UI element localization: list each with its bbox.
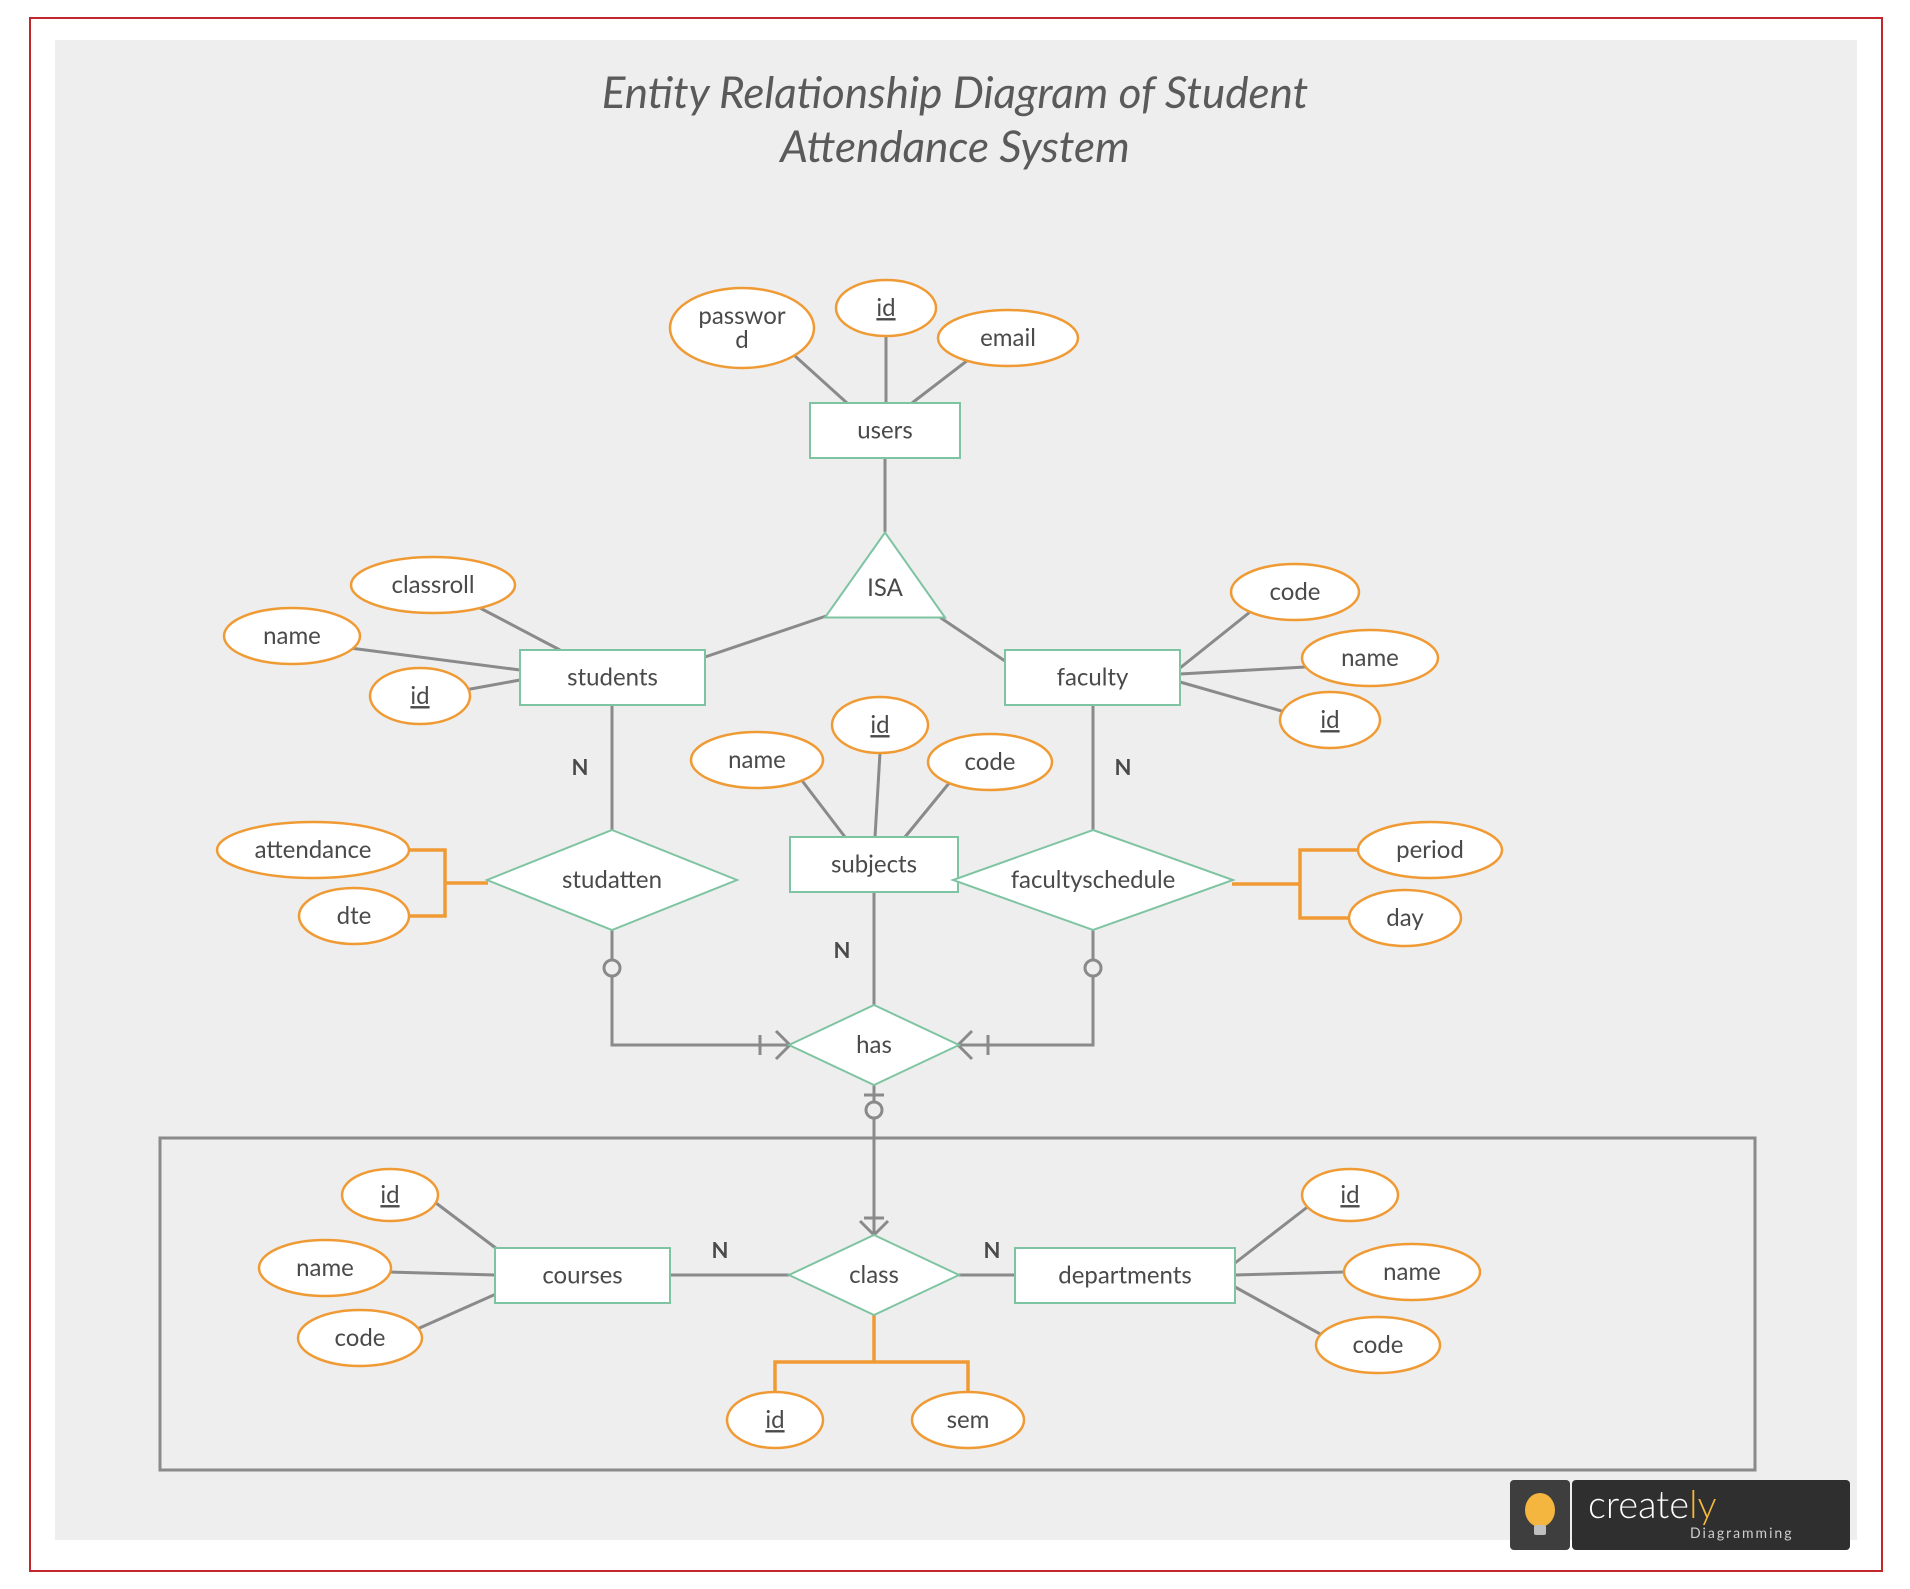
watermark-tag: Diagramming [1690, 1524, 1794, 1541]
attribute-cl_id-label: id [765, 1405, 784, 1434]
attribute-fs_day-label: day [1386, 903, 1424, 932]
attribute-sub_code-label: code [965, 747, 1016, 776]
attribute-cl_sem-label: sem [947, 1405, 990, 1434]
attribute-d_name-label: name [1383, 1257, 1441, 1286]
bulb-base-icon [1534, 1525, 1546, 1535]
isa-label: ISA [867, 573, 903, 602]
relationship-studatten-label: studatten [562, 865, 662, 894]
attribute-s_name-label: name [263, 621, 321, 650]
cardinality-label: N [572, 753, 589, 780]
attribute-u_id-label: id [876, 293, 895, 322]
entity-departments-label: departments [1058, 1261, 1191, 1290]
attribute-sub_name-label: name [728, 745, 786, 774]
creately-watermark: createlyDiagramming [1510, 1480, 1850, 1550]
entity-subjects-label: subjects [831, 850, 917, 879]
entity-courses-label: courses [542, 1261, 622, 1290]
attribute-u_email-label: email [980, 323, 1036, 352]
attribute-fs_period-label: period [1396, 835, 1464, 864]
attribute-s_classroll-label: classroll [391, 570, 474, 599]
relationship-class-label: class [849, 1260, 899, 1289]
crow-circle [866, 1102, 882, 1118]
cardinality-label: N [1115, 753, 1132, 780]
diagram-title-line1: Entity Relationship Diagram of Student [602, 66, 1309, 118]
attribute-d_code-label: code [1353, 1330, 1404, 1359]
attribute-c_name-label: name [296, 1253, 354, 1282]
attribute-c_code-label: code [335, 1323, 386, 1352]
cardinality-label: N [984, 1236, 1001, 1263]
attribute-f_id-label: id [1320, 705, 1339, 734]
bulb-icon [1525, 1493, 1555, 1527]
attribute-f_name-label: name [1341, 643, 1399, 672]
entity-faculty-label: faculty [1057, 663, 1129, 692]
cardinality-label: N [834, 936, 851, 963]
cardinality-label: N [712, 1236, 729, 1263]
diagram-viewport: Entity Relationship Diagram of StudentAt… [0, 0, 1910, 1589]
attribute-c_id-label: id [380, 1180, 399, 1209]
er-diagram-svg: Entity Relationship Diagram of StudentAt… [0, 0, 1910, 1589]
entity-users-label: users [857, 416, 913, 445]
attribute-sa_dte-label: dte [337, 901, 372, 930]
attribute-u_password-label: d [735, 325, 748, 354]
diagram-title-line2: Attendance System [778, 120, 1129, 172]
attribute-d_id-label: id [1340, 1180, 1359, 1209]
attribute-s_id-label: id [410, 681, 429, 710]
crow-circle [1085, 960, 1101, 976]
entity-students-label: students [567, 663, 658, 692]
relationship-has-label: has [856, 1030, 892, 1059]
crow-circle [604, 960, 620, 976]
attribute-sa_att-label: attendance [255, 835, 372, 864]
relationship-facschedule-label: facultyschedule [1011, 865, 1176, 894]
watermark-brand: creately [1588, 1481, 1717, 1527]
attribute-f_code-label: code [1270, 577, 1321, 606]
attribute-sub_id-label: id [870, 710, 889, 739]
